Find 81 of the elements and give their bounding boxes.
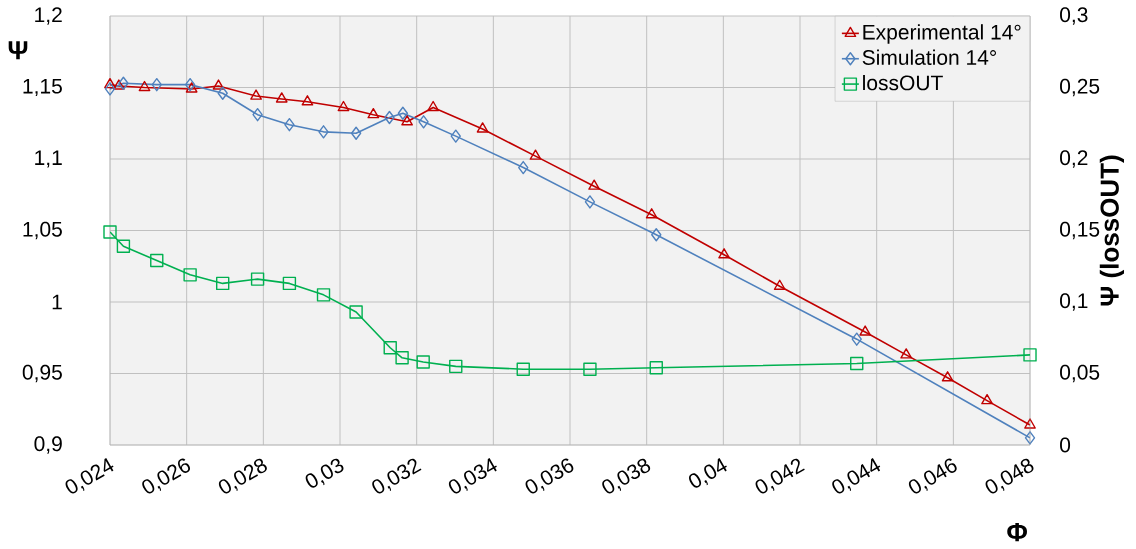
point xyxy=(518,160,529,175)
point xyxy=(349,305,363,319)
point xyxy=(859,325,872,336)
point xyxy=(649,361,663,375)
y2-tick-label: 0,25 xyxy=(1060,78,1100,97)
point xyxy=(282,276,297,291)
point xyxy=(284,117,295,132)
y-tick-label: 1,1 xyxy=(35,150,62,168)
y2-tick-label: 0,05 xyxy=(1060,364,1100,383)
y2-tick-label: 0,2 xyxy=(1060,150,1088,168)
point xyxy=(773,279,786,290)
y-axis-title: Ψ xyxy=(8,41,28,60)
point xyxy=(337,100,350,112)
point xyxy=(851,332,862,346)
point xyxy=(981,393,993,405)
point xyxy=(318,125,329,139)
y2-axis-title: Ψ (lossOUT) xyxy=(1099,155,1125,306)
point xyxy=(384,110,395,125)
point xyxy=(116,239,131,253)
point xyxy=(350,126,362,140)
point xyxy=(383,341,397,355)
y-tick-label: 1,2 xyxy=(35,7,62,25)
y2-tick-label: 0,3 xyxy=(1060,7,1088,25)
point xyxy=(184,77,196,92)
legend-label: Simulation 14° xyxy=(862,49,997,65)
point xyxy=(450,129,461,143)
point xyxy=(301,95,314,106)
point xyxy=(418,115,429,129)
point xyxy=(1023,348,1037,362)
point xyxy=(103,225,117,239)
point xyxy=(216,276,230,291)
point xyxy=(104,82,116,96)
point xyxy=(250,272,265,286)
point xyxy=(212,79,225,90)
point xyxy=(583,362,597,376)
point xyxy=(316,288,331,302)
y2-tick-label: 0,15 xyxy=(1060,221,1100,240)
legend-label: lossOUT xyxy=(863,74,943,91)
point xyxy=(645,208,658,219)
point xyxy=(651,228,662,242)
point xyxy=(185,82,198,93)
y-tick-label: 0,9 xyxy=(34,436,62,454)
point xyxy=(104,77,116,89)
point xyxy=(718,248,730,259)
point xyxy=(941,371,954,382)
point xyxy=(584,195,596,209)
point xyxy=(397,106,409,120)
point xyxy=(850,356,864,371)
point xyxy=(252,107,263,122)
point xyxy=(449,359,463,374)
y2-tick-label: 0,1 xyxy=(1060,293,1088,311)
point xyxy=(112,79,125,90)
legend-label: Experimental 14° xyxy=(863,24,1021,44)
x-axis-title: Φ xyxy=(1007,523,1027,542)
point xyxy=(900,348,913,359)
point xyxy=(250,89,262,100)
x-tick-label: 0,04 xyxy=(689,458,727,488)
point xyxy=(401,115,413,126)
point xyxy=(150,253,164,268)
y2-tick-label: 0 xyxy=(1060,437,1071,453)
point xyxy=(118,76,129,90)
y-tick-label: 0,95 xyxy=(22,364,62,383)
y-tick-label: 1 xyxy=(52,294,62,310)
point xyxy=(183,268,197,282)
point xyxy=(427,100,440,112)
point xyxy=(588,179,601,190)
x-tick-label: 0,03 xyxy=(305,458,344,488)
point xyxy=(275,92,288,103)
point xyxy=(416,355,430,369)
y-tick-label: 1,15 xyxy=(23,78,62,97)
point xyxy=(1024,418,1036,429)
point xyxy=(529,149,542,160)
point xyxy=(138,80,151,92)
point xyxy=(217,86,228,100)
point xyxy=(367,107,380,119)
point xyxy=(395,351,409,365)
point xyxy=(1024,431,1036,445)
y-tick-label: 1,05 xyxy=(23,221,62,240)
point xyxy=(151,77,162,92)
point xyxy=(476,122,489,133)
point xyxy=(516,362,530,376)
